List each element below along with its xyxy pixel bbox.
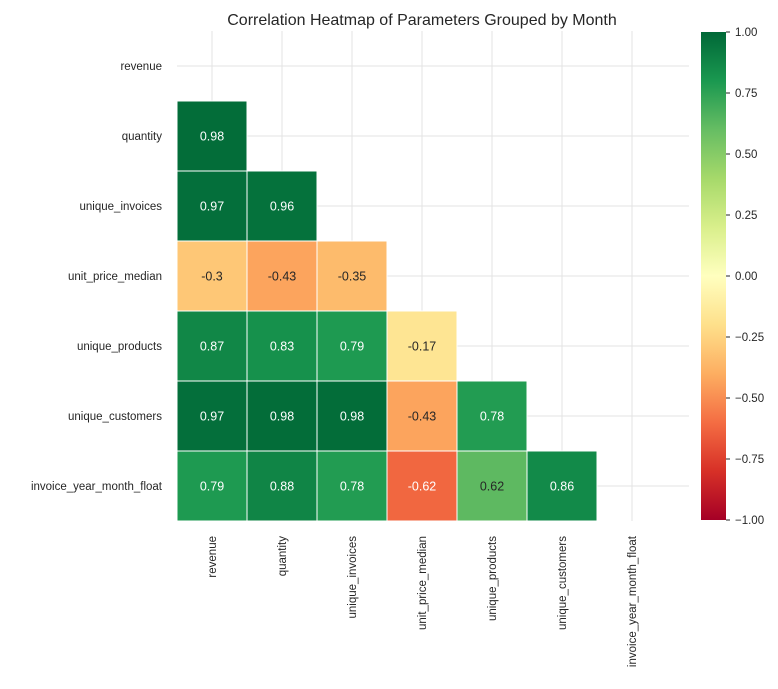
heatmap-cell bbox=[526, 450, 598, 522]
colorbar-tick-label: 0.00 bbox=[735, 271, 757, 283]
cell-value-label: 0.87 bbox=[200, 340, 224, 354]
x-tick-label: revenue bbox=[207, 536, 219, 578]
y-tick-label: revenue bbox=[120, 61, 162, 73]
colorbar-tick-label: 0.75 bbox=[735, 88, 757, 100]
heatmap-cell bbox=[176, 450, 248, 522]
colorbar-tick-label: 0.25 bbox=[735, 210, 757, 222]
heatmap-cell bbox=[176, 380, 248, 452]
colorbar-tick-label: −0.25 bbox=[735, 332, 764, 344]
x-tick-label: unique_customers bbox=[557, 536, 569, 630]
colorbar-tick-label: 1.00 bbox=[735, 27, 757, 39]
cell-value-label: -0.62 bbox=[408, 480, 437, 494]
heatmap-cell bbox=[246, 450, 318, 522]
cell-value-label: 0.98 bbox=[340, 410, 364, 424]
y-tick-label: unique_invoices bbox=[80, 201, 163, 213]
x-tick-label: unit_price_median bbox=[417, 536, 429, 630]
cell-value-label: 0.78 bbox=[480, 410, 504, 424]
y-tick-label: unique_customers bbox=[68, 411, 162, 423]
heatmap-cell bbox=[386, 310, 458, 382]
heatmap-cell bbox=[176, 100, 248, 172]
cell-value-label: 0.78 bbox=[340, 480, 364, 494]
cell-value-label: -0.43 bbox=[268, 270, 297, 284]
cell-value-label: 0.86 bbox=[550, 480, 574, 494]
colorbar-gradient bbox=[701, 32, 726, 520]
x-tick-label: unique_products bbox=[487, 536, 499, 621]
colorbar-tick-label: −0.75 bbox=[735, 454, 764, 466]
cell-value-label: 0.79 bbox=[200, 480, 224, 494]
colorbar: 1.00 0.75 0.50 0.25 0.00 −0.25 −0.50 −0.75 −1.00 bbox=[701, 27, 764, 527]
cell-value-label: 0.98 bbox=[270, 410, 294, 424]
cell-value-label: 0.96 bbox=[270, 200, 294, 214]
cell-value-label: -0.35 bbox=[338, 270, 367, 284]
cell-value-label: 0.97 bbox=[200, 200, 224, 214]
cell-value-label: 0.62 bbox=[480, 480, 504, 494]
cell-value-label: 0.98 bbox=[200, 130, 224, 144]
heatmap-cell bbox=[456, 380, 528, 452]
heatmap-cell bbox=[316, 450, 388, 522]
colorbar-tick-label: −0.50 bbox=[735, 393, 764, 405]
y-tick-label: unique_products bbox=[77, 341, 162, 353]
cell-value-label: -0.17 bbox=[408, 340, 437, 354]
heatmap-cell bbox=[316, 310, 388, 382]
y-tick-label: unit_price_median bbox=[68, 271, 162, 283]
y-tick-label: quantity bbox=[122, 131, 163, 143]
heatmap-cell bbox=[246, 170, 318, 242]
cell-value-label: 0.88 bbox=[270, 480, 294, 494]
heatmap-cells: 0.98 0.97 0.96 -0.3 -0.43 -0.35 0.87 0.83 0.79 -0… bbox=[176, 100, 598, 522]
cell-value-label: 0.97 bbox=[200, 410, 224, 424]
heatmap-cell bbox=[316, 240, 388, 312]
cell-value-label: 0.79 bbox=[340, 340, 364, 354]
heatmap-cell bbox=[176, 310, 248, 382]
heatmap-cell bbox=[246, 310, 318, 382]
cell-value-label: 0.83 bbox=[270, 340, 294, 354]
colorbar-tick-label: −1.00 bbox=[735, 515, 764, 527]
x-tick-label: unique_invoices bbox=[347, 536, 359, 619]
heatmap-cell bbox=[456, 450, 528, 522]
cell-value-label: -0.3 bbox=[201, 270, 223, 284]
x-tick-label: quantity bbox=[277, 536, 289, 577]
y-axis-labels: revenue quantity unique_invoices unit_price… bbox=[31, 61, 163, 493]
x-tick-label: invoice_year_month_float bbox=[627, 535, 639, 667]
y-tick-label: invoice_year_month_float bbox=[31, 481, 163, 493]
cell-value-label: -0.43 bbox=[408, 410, 437, 424]
x-axis-labels: revenue quantity unique_invoices unit_price… bbox=[207, 535, 639, 667]
chart-title: Correlation Heatmap of Parameters Groupe… bbox=[227, 12, 617, 29]
colorbar-tick-label: 0.50 bbox=[735, 149, 757, 161]
heatmap-cell bbox=[246, 380, 318, 452]
